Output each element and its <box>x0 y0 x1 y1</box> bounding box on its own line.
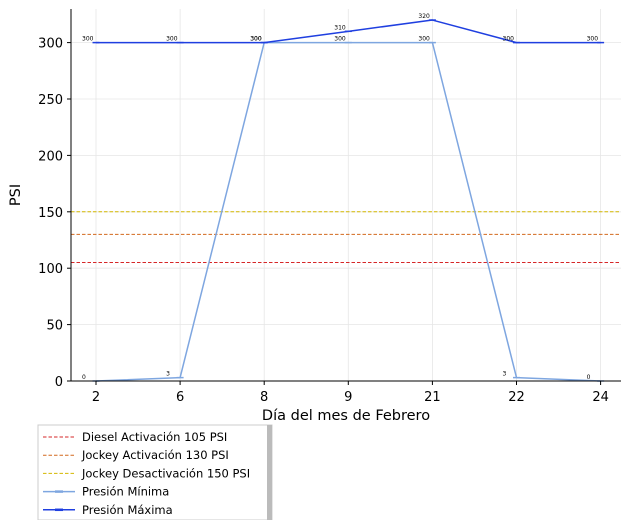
axes <box>70 9 621 382</box>
legend-label: Jockey Desactivación 150 PSI <box>81 466 250 480</box>
data-label: 300 <box>250 36 262 43</box>
y-tick-label: 200 <box>38 149 63 164</box>
legend-label: Diesel Activación 105 PSI <box>82 430 227 444</box>
y-tick-label: 50 <box>46 319 63 334</box>
data-label: 320 <box>418 13 430 20</box>
data-label: 300 <box>418 36 430 43</box>
y-tick-label: 300 <box>38 37 63 52</box>
x-tick-label: 6 <box>176 390 184 405</box>
data-label: 3 <box>503 371 507 378</box>
y-axis-label: PSI <box>8 184 24 206</box>
data-label: 300 <box>503 36 515 43</box>
x-ticks: 2 6 8 9 21 22 24 <box>92 381 609 405</box>
x-tick-label: 21 <box>424 390 441 405</box>
reference-lines <box>71 211 621 264</box>
data-label: 0 <box>587 374 591 381</box>
data-label: 300 <box>250 36 262 43</box>
y-tick-label: 250 <box>38 93 63 108</box>
data-label: 0 <box>82 374 86 381</box>
legend-scrollbar <box>267 425 272 520</box>
y-ticks: 0 50 100 150 200 250 300 <box>38 37 71 390</box>
data-label: 300 <box>166 36 178 43</box>
legend: Diesel Activación 105 PSI Jockey Activaci… <box>37 424 273 520</box>
data-label: 300 <box>82 36 94 43</box>
y-tick-label: 0 <box>55 375 63 390</box>
y-tick-label: 100 <box>38 262 63 277</box>
legend-label: Presión Mínima <box>82 485 169 499</box>
legend-label: Presión Máxima <box>82 503 173 517</box>
legend-box <box>37 424 273 520</box>
data-label: 310 <box>334 24 346 31</box>
data-label: 3 <box>166 371 170 378</box>
x-tick-label: 8 <box>260 390 268 405</box>
x-tick-label: 24 <box>592 390 609 405</box>
legend-label: Jockey Activación 130 PSI <box>81 448 229 462</box>
data-label: 300 <box>587 36 599 43</box>
x-tick-label: 22 <box>508 390 525 405</box>
data-label: 300 <box>334 36 346 43</box>
x-axis-label: Día del mes de Febrero <box>262 408 430 424</box>
y-tick-label: 150 <box>38 206 63 221</box>
x-tick-label: 2 <box>92 390 100 405</box>
x-tick-label: 9 <box>344 390 352 405</box>
grid <box>71 9 621 382</box>
